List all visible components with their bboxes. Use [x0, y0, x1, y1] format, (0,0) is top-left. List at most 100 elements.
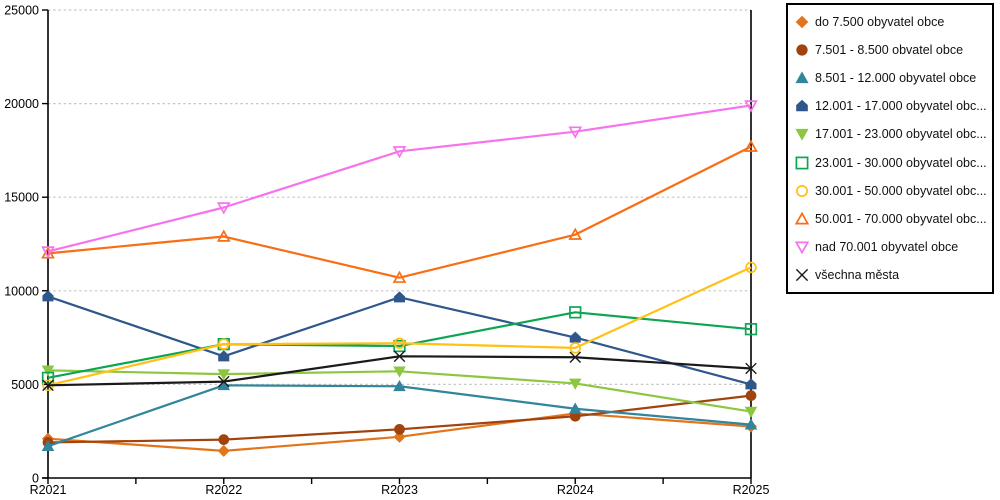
series-line — [47, 104, 752, 253]
legend-item: všechna města — [795, 268, 990, 282]
circle-marker-icon — [795, 184, 809, 197]
pentagon-marker-icon — [42, 290, 54, 302]
legend-item: 12.001 - 17.000 obyvatel obc... — [795, 99, 990, 113]
circle-marker-icon — [393, 337, 406, 349]
triangle-up-marker-icon — [568, 402, 582, 414]
square-icon — [795, 156, 809, 169]
triangle-up-marker-icon — [795, 71, 809, 84]
legend-item-label: 7.501 - 8.500 obvatel obce — [815, 43, 964, 58]
x-tick-label: R2022 — [205, 483, 242, 497]
diamond-icon — [795, 15, 809, 29]
square-marker-icon — [393, 339, 406, 353]
series-line — [47, 145, 752, 279]
series-2 — [41, 379, 758, 452]
legend-item: 7.501 - 8.500 obvatel obce — [795, 43, 990, 57]
circle-icon — [795, 184, 809, 197]
x-marker-icon — [569, 351, 582, 364]
x-marker-icon — [795, 268, 809, 281]
legend-item-label: 8.501 - 12.000 obyvatel obce — [815, 71, 977, 86]
circle-marker-icon — [394, 423, 405, 435]
diamond-marker-icon — [393, 430, 406, 443]
x-marker-icon — [393, 350, 406, 363]
square-marker-icon — [41, 371, 55, 384]
legend-item: 8.501 - 12.000 obyvatel obce — [795, 71, 990, 85]
legend-item: 30.001 - 50.000 obyvatel obc... — [795, 184, 990, 198]
triangle-down-marker-icon — [392, 146, 407, 159]
circle-marker-icon — [569, 342, 581, 354]
legend-item-label: 12.001 - 17.000 obyvatel obc... — [815, 99, 987, 114]
triangle-down-marker-icon — [568, 126, 583, 139]
triangle-down-marker-icon — [795, 129, 809, 142]
chart-legend: do 7.500 obyvatel obce 7.501 - 8.500 obva… — [786, 3, 994, 294]
legend-item-label: do 7.500 obyvatel obce — [815, 15, 945, 30]
x-tick-label: R2023 — [381, 483, 418, 497]
pentagon-icon — [796, 100, 808, 112]
circle-marker-icon — [218, 434, 230, 445]
square-marker-icon — [569, 306, 582, 319]
triangle-up-icon — [795, 211, 809, 225]
legend-item: nad 70.001 obyvatel obce — [795, 240, 990, 254]
triangle-down-marker-icon — [217, 369, 231, 381]
legend-item: do 7.500 obyvatel obce — [795, 15, 990, 29]
x-marker-icon — [745, 362, 757, 375]
triangle-down-marker-icon — [41, 246, 55, 259]
square-marker-icon — [795, 156, 809, 169]
series-0 — [41, 407, 758, 457]
triangle-down-icon — [795, 129, 809, 142]
legend-item-label: 50.001 - 70.000 obyvatel obc... — [815, 211, 987, 226]
triangle-up-marker-icon — [216, 229, 231, 242]
triangle-up-marker-icon — [744, 139, 758, 152]
y-tick-label: 10000 — [4, 284, 39, 298]
triangle-up-marker-icon — [392, 270, 407, 283]
legend-item-label: 17.001 - 23.000 obyvatel obc... — [815, 127, 987, 142]
x-tick-label: R2024 — [557, 483, 594, 497]
x-tick-label: R2025 — [733, 483, 770, 497]
diamond-marker-icon — [795, 15, 809, 29]
circle-icon — [796, 44, 808, 56]
x-marker-icon — [42, 379, 54, 392]
triangle-down-marker-icon — [795, 241, 809, 254]
circle-marker-icon — [745, 390, 757, 402]
pentagon-marker-icon — [569, 331, 581, 343]
series-9 — [42, 350, 757, 392]
triangle-up-icon — [795, 71, 809, 84]
pentagon-marker-icon — [745, 378, 757, 390]
diamond-marker-icon — [217, 444, 230, 457]
series-5 — [41, 306, 758, 384]
triangle-down-marker-icon — [393, 366, 406, 378]
circle-marker-icon — [796, 44, 808, 56]
legend-item-label: nad 70.001 obyvatel obce — [815, 239, 959, 254]
y-tick-label: 0 — [32, 472, 39, 486]
y-tick-label: 5000 — [11, 378, 39, 392]
legend-item: 50.001 - 70.000 obyvatel obc... — [795, 211, 990, 226]
triangle-down-marker-icon — [744, 406, 758, 418]
legend-item-label: 23.001 - 30.000 obyvatel obc... — [815, 155, 987, 170]
triangle-up-marker-icon — [568, 227, 583, 240]
triangle-down-marker-icon — [41, 365, 55, 377]
triangle-up-marker-icon — [744, 418, 758, 430]
triangle-down-marker-icon — [216, 202, 231, 215]
triangle-up-marker-icon — [795, 211, 809, 225]
series-line — [47, 311, 752, 379]
series-8 — [41, 100, 758, 259]
series-line — [47, 266, 752, 387]
legend-item: 17.001 - 23.000 obyvatel obc... — [795, 127, 990, 141]
legend-item-label: všechna města — [815, 267, 900, 282]
square-marker-icon — [744, 323, 758, 336]
legend-item: 23.001 - 30.000 obyvatel obc... — [795, 156, 990, 170]
x-tick-label: R2021 — [30, 483, 67, 497]
x-marker-icon — [217, 375, 230, 388]
y-tick-label: 20000 — [4, 97, 39, 111]
triangle-down-marker-icon — [568, 378, 582, 390]
y-tick-label: 15000 — [4, 191, 39, 205]
circle-marker-icon — [745, 261, 757, 274]
pentagon-marker-icon — [796, 100, 808, 112]
series-3 — [42, 290, 757, 390]
y-tick-label: 25000 — [4, 4, 39, 18]
series-4 — [41, 365, 758, 418]
series-7 — [41, 139, 758, 283]
circle-marker-icon — [218, 338, 230, 350]
triangle-up-marker-icon — [41, 439, 55, 452]
